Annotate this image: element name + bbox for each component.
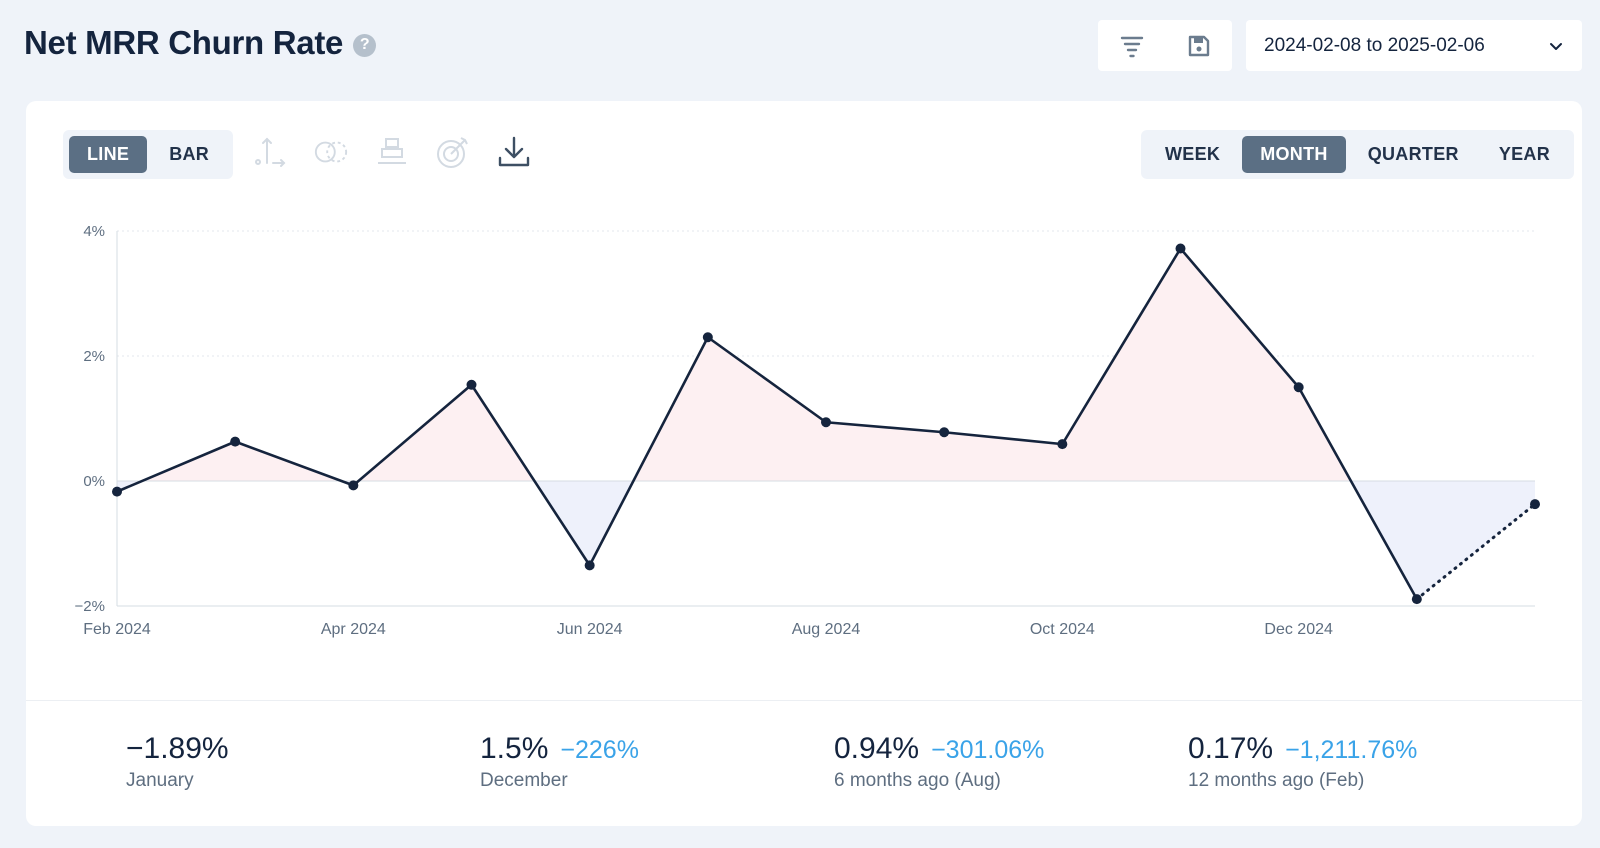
chevron-down-icon [1550,42,1562,50]
stat-label: 6 months ago (Aug) [834,770,1001,791]
stat-6-months: 0.94% −301.06% 6 months ago (Aug) [834,732,1044,792]
stat-value: 0.94% [834,732,920,765]
y-tick-label: 2% [83,348,105,365]
stat-change: −226% [560,736,639,764]
period-toggle: WEEK MONTH QUARTER YEAR [1141,130,1575,179]
stat-previous-month: 1.5% −226% December [480,732,639,792]
filter-icon[interactable] [1098,20,1165,71]
period-month[interactable]: MONTH [1242,136,1346,173]
data-point [821,417,831,428]
data-point [584,560,595,571]
header-actions [1098,20,1232,71]
stats-divider [26,700,1582,701]
x-tick-label: Oct 2024 [1030,621,1095,638]
stat-value: 1.5% [480,732,549,765]
data-point [230,436,241,447]
negative-area [1350,481,1535,600]
axis-icon[interactable] [252,134,288,170]
data-point [1411,594,1422,605]
series-line [116,247,1418,600]
stat-value: 0.17% [1188,732,1274,765]
data-point [1057,439,1068,450]
data-point [112,486,122,497]
help-icon[interactable]: ? [353,33,377,57]
period-year[interactable]: YEAR [1498,144,1551,164]
data-point [1175,243,1186,254]
stat-change: −1,211.76% [1285,736,1418,764]
page-title: Net MRR Churn Rate ? [24,24,377,62]
x-tick-label: Aug 2024 [792,621,861,638]
y-tick-label: 4% [83,223,105,240]
target-icon[interactable] [435,134,471,170]
y-tick-label: 0% [83,473,105,490]
negative-area [534,481,634,566]
x-tick-label: Jun 2024 [557,621,623,638]
stat-change: −301.06% [931,736,1045,764]
x-tick-label: Apr 2024 [321,621,386,638]
data-point [1293,382,1304,393]
period-quarter[interactable]: QUARTER [1367,144,1459,164]
series-line-partial [1415,502,1537,601]
positive-area [633,248,1351,481]
stat-label: January [126,770,194,791]
data-point [939,427,950,438]
toggle-line[interactable]: LINE [69,136,148,173]
toggle-bar[interactable]: BAR [169,144,210,164]
chart-type-toggle: LINE BAR [63,130,234,179]
stat-current: −1.89% January [126,732,229,792]
date-range-value: 2024-02-08 to 2025-02-06 [1264,34,1485,56]
page-title-text: Net MRR Churn Rate [24,24,344,61]
stat-label: December [480,770,568,791]
compare-icon[interactable] [313,134,349,170]
download-icon[interactable] [496,134,532,170]
stack-icon[interactable] [374,134,410,170]
stat-label: 12 months ago (Feb) [1188,770,1365,791]
data-point [702,332,713,343]
positive-area [142,441,342,481]
x-tick-label: Dec 2024 [1264,621,1333,638]
date-range-select[interactable]: 2024-02-08 to 2025-02-06 [1246,20,1582,71]
period-week[interactable]: WEEK [1165,144,1221,164]
x-tick-label: Feb 2024 [83,621,151,638]
stat-12-months: 0.17% −1,211.76% 12 months ago (Feb) [1188,732,1417,792]
chart-tools [252,134,532,170]
data-point [348,480,359,491]
stat-value: −1.89% [126,732,229,765]
positive-area [358,384,535,481]
save-icon[interactable] [1165,20,1232,71]
y-tick-label: −2% [75,598,105,615]
data-point [1530,499,1540,510]
data-point [466,379,477,390]
